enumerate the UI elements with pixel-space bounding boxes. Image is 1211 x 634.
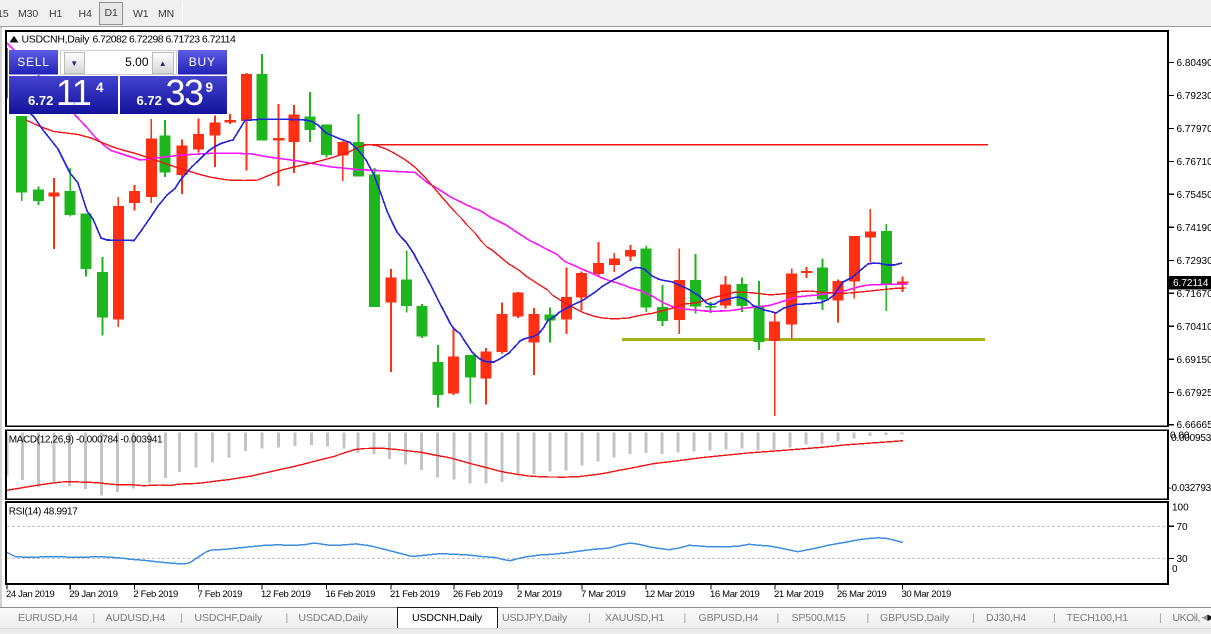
- svg-text:6.66665: 6.66665: [1177, 420, 1211, 431]
- svg-text:6.69150: 6.69150: [1177, 355, 1211, 366]
- svg-text:21 Mar 2019: 21 Mar 2019: [774, 589, 824, 600]
- svg-text:7 Mar 2019: 7 Mar 2019: [581, 589, 626, 600]
- svg-text:30 Mar 2019: 30 Mar 2019: [902, 589, 952, 600]
- svg-text:30: 30: [1177, 554, 1189, 565]
- svg-text:6.77970: 6.77970: [1177, 124, 1211, 135]
- svg-text:12 Feb 2019: 12 Feb 2019: [261, 589, 311, 600]
- svg-text:6.72114: 6.72114: [1173, 278, 1209, 289]
- svg-text:6.79230: 6.79230: [1177, 91, 1211, 102]
- svg-text:6.74190: 6.74190: [1177, 223, 1211, 234]
- svg-text:0.00: 0.00: [1170, 431, 1190, 442]
- svg-text:2 Mar 2019: 2 Mar 2019: [517, 589, 562, 600]
- svg-text:6.80490: 6.80490: [1177, 58, 1211, 69]
- svg-text:6.67925: 6.67925: [1177, 388, 1211, 399]
- svg-text:100: 100: [1172, 503, 1189, 514]
- svg-text:0: 0: [1172, 564, 1178, 575]
- svg-text:2 Feb 2019: 2 Feb 2019: [133, 589, 178, 600]
- svg-text:21 Feb 2019: 21 Feb 2019: [390, 589, 440, 600]
- svg-text:USDCNH,Daily: USDCNH,Daily: [22, 34, 91, 46]
- svg-text:16 Mar 2019: 16 Mar 2019: [710, 589, 760, 600]
- svg-text:RSI(14) 48.9917: RSI(14) 48.9917: [9, 507, 79, 518]
- svg-text:6.76710: 6.76710: [1177, 157, 1211, 168]
- svg-text:7 Feb 2019: 7 Feb 2019: [198, 589, 243, 600]
- svg-text:26 Mar 2019: 26 Mar 2019: [837, 589, 887, 600]
- svg-text:29 Jan 2019: 29 Jan 2019: [69, 589, 118, 600]
- svg-text:24 Jan 2019: 24 Jan 2019: [6, 589, 55, 600]
- svg-text:MACD(12,26,9) -0.000784 -0.003: MACD(12,26,9) -0.000784 -0.003941: [9, 435, 163, 446]
- svg-text:6.72082 6.72298 6.71723 6.7211: 6.72082 6.72298 6.71723 6.72114: [93, 34, 236, 46]
- svg-text:6.75450: 6.75450: [1177, 190, 1211, 201]
- svg-text:-0.032793: -0.032793: [1169, 483, 1211, 494]
- svg-text:6.71670: 6.71670: [1177, 289, 1211, 300]
- svg-text:6.72930: 6.72930: [1177, 256, 1211, 267]
- svg-text:70: 70: [1177, 522, 1189, 533]
- svg-text:12 Mar 2019: 12 Mar 2019: [645, 589, 695, 600]
- svg-text:0.000953: 0.000953: [1171, 433, 1211, 444]
- svg-text:6.70410: 6.70410: [1177, 322, 1211, 333]
- svg-text:26 Feb 2019: 26 Feb 2019: [453, 589, 503, 600]
- svg-text:16 Feb 2019: 16 Feb 2019: [326, 589, 376, 600]
